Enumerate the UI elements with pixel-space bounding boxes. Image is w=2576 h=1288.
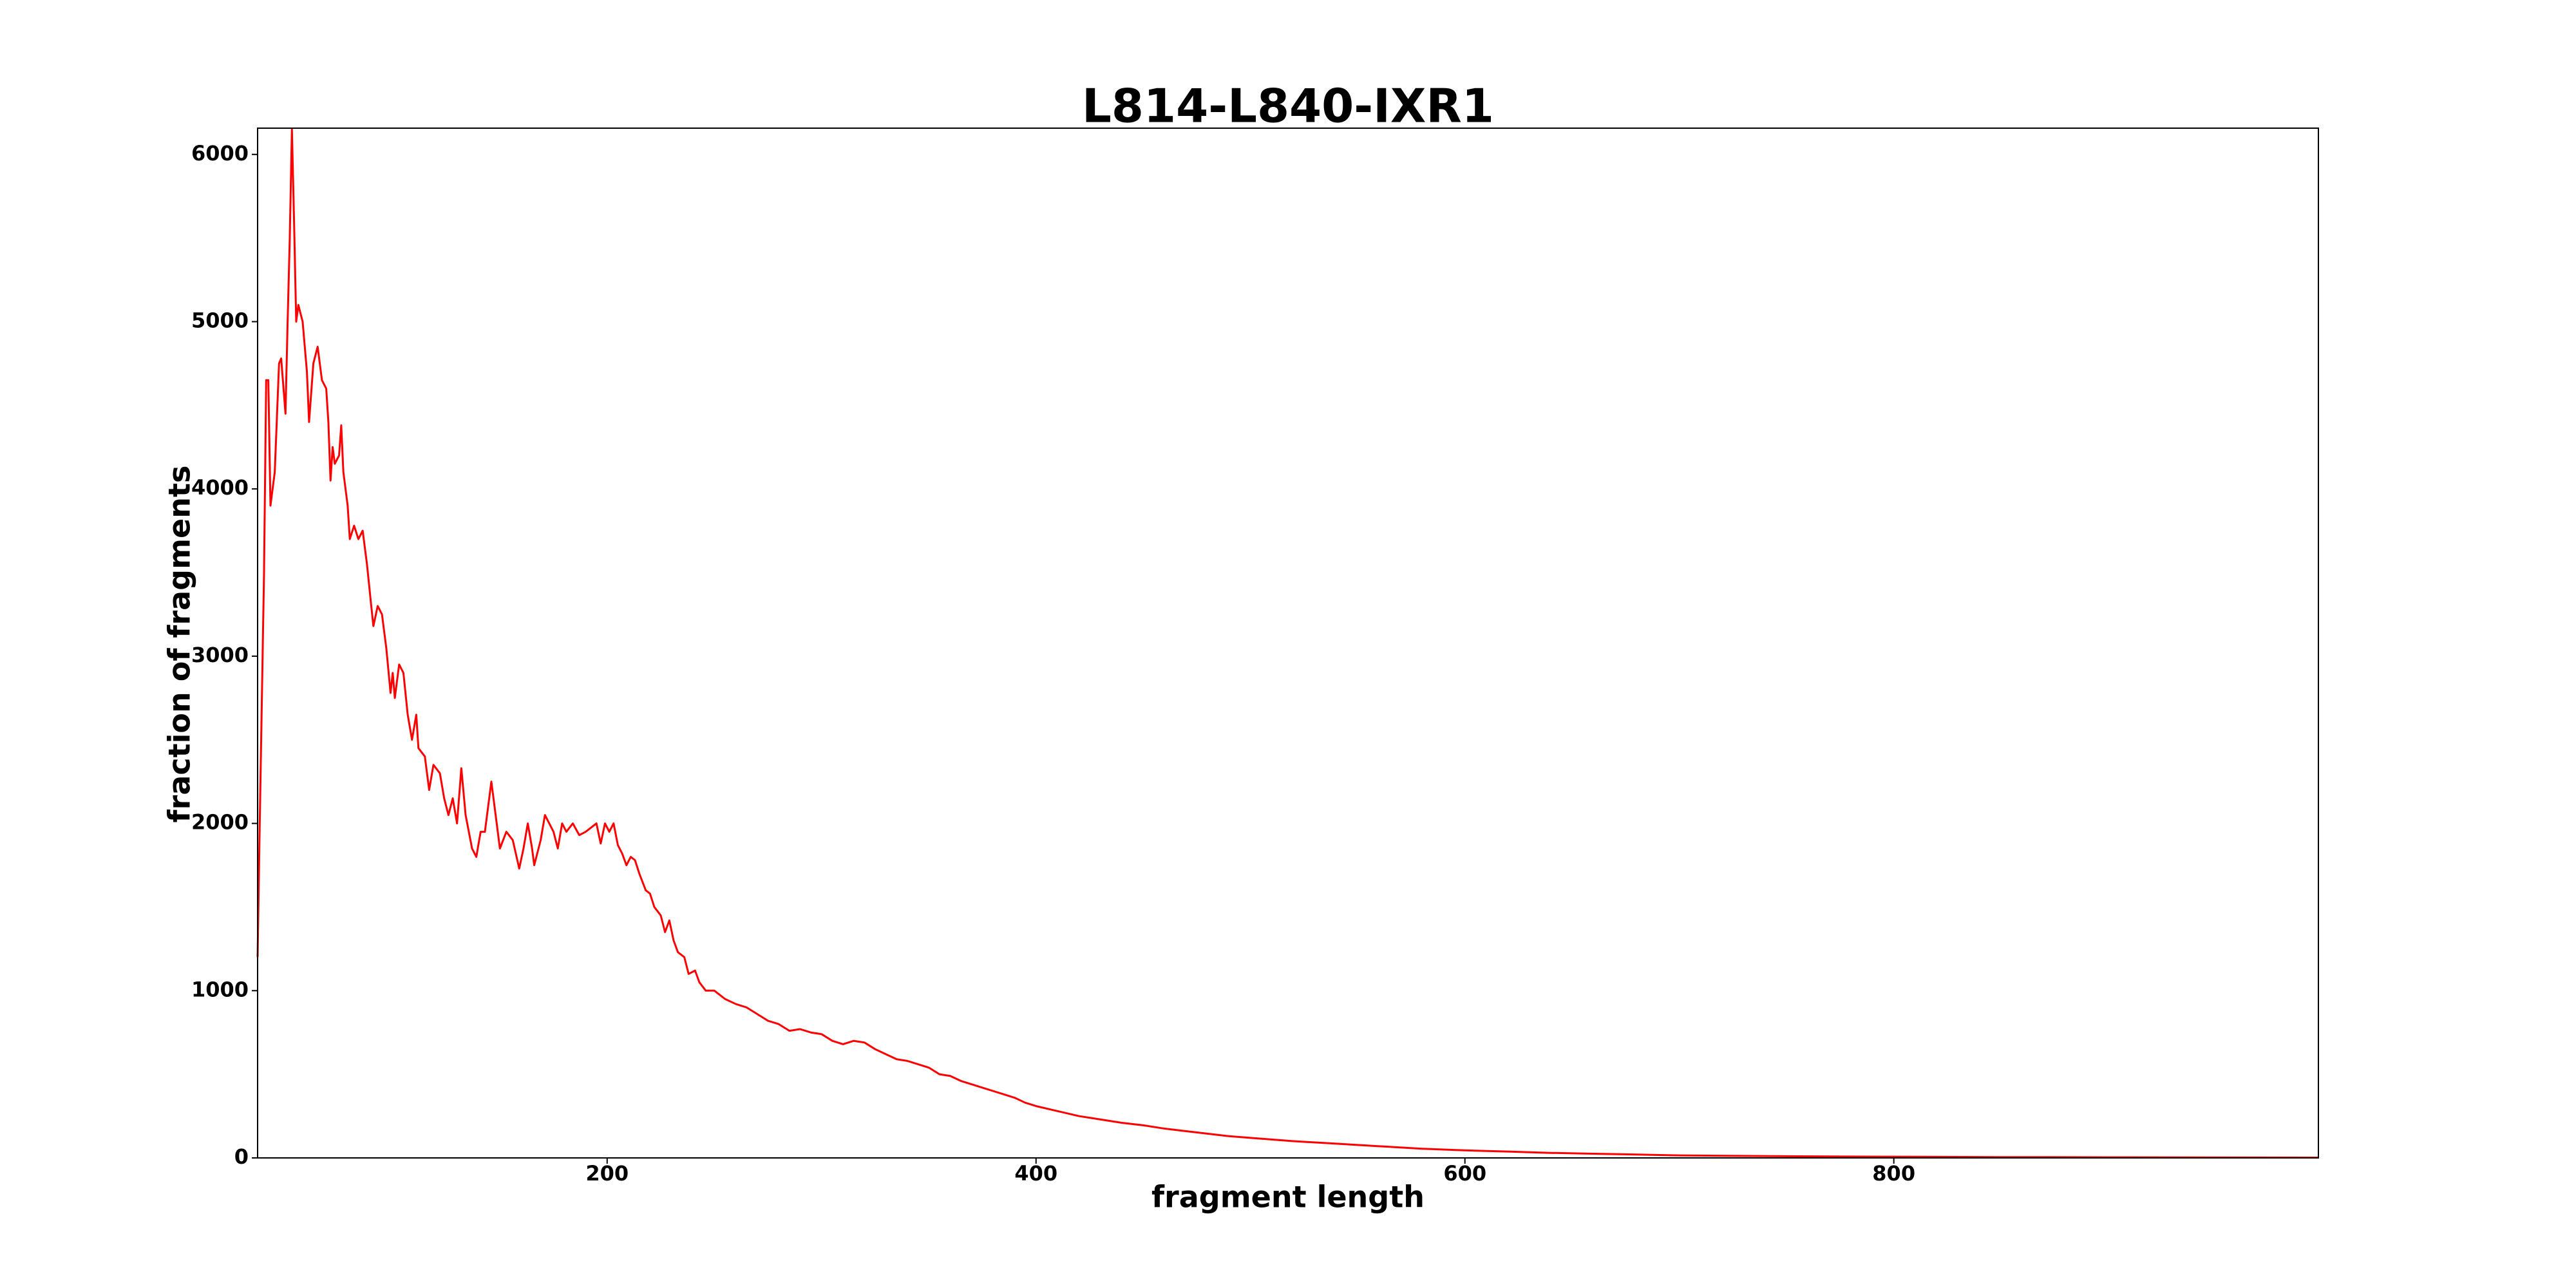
y-tick-label: 5000: [191, 308, 249, 332]
plot-frame: [257, 128, 2319, 1159]
x-axis-label: fragment length: [1151, 1180, 1425, 1215]
y-tick-label: 4000: [191, 475, 249, 500]
x-tick-label: 400: [1014, 1161, 1057, 1186]
data-line: [256, 128, 2319, 1159]
chart-title: L814-L840-IXR1: [1082, 79, 1494, 133]
x-tick-label: 600: [1443, 1161, 1486, 1186]
x-tick-label: 800: [1872, 1161, 1915, 1186]
y-tick-label: 3000: [191, 643, 249, 667]
y-axis-label: fraction of fragments: [162, 466, 197, 823]
x-tick-label: 200: [585, 1161, 629, 1186]
y-tick-label: 1000: [191, 977, 249, 1001]
y-tick-label: 6000: [191, 141, 249, 166]
y-tick-label: 2000: [191, 810, 249, 835]
y-tick-label: 0: [234, 1144, 249, 1169]
